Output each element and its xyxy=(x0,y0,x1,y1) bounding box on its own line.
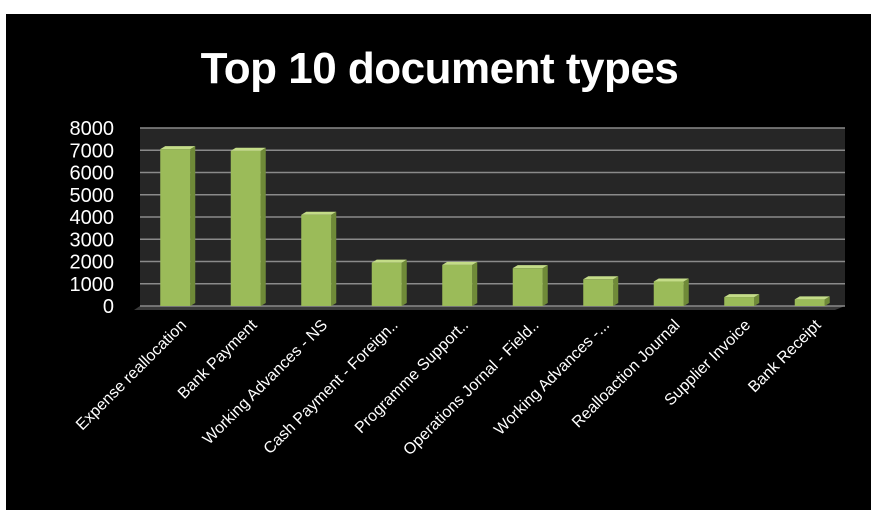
bar-top xyxy=(583,276,619,280)
y-tick-label: 1000 xyxy=(70,274,115,296)
bar-top xyxy=(230,147,266,151)
x-category-label: Programme Support.. xyxy=(352,317,472,437)
bar-top xyxy=(724,294,760,298)
bar xyxy=(301,214,332,306)
y-tick-label: 2000 xyxy=(70,252,115,274)
bar xyxy=(371,262,402,306)
bar-side xyxy=(754,294,760,306)
bar-side xyxy=(401,259,407,306)
bar-side xyxy=(824,296,830,306)
bar xyxy=(442,264,473,306)
x-category-label: Bank Receipt xyxy=(745,316,825,396)
bar-top xyxy=(512,265,548,269)
bar-top xyxy=(653,278,689,282)
bar-side xyxy=(260,147,266,306)
bar-side xyxy=(331,211,337,306)
y-tick-label: 6000 xyxy=(70,163,115,185)
x-category-label: Expense reallocation xyxy=(73,317,190,434)
bar-top xyxy=(442,261,478,265)
bar xyxy=(230,150,261,306)
x-category-label: Working Advances - NS xyxy=(200,317,331,448)
y-tick-label: 5000 xyxy=(70,185,115,207)
bar-top xyxy=(794,296,830,300)
bar xyxy=(724,297,755,306)
bar xyxy=(160,149,191,306)
y-tick-label: 0 xyxy=(103,296,114,318)
bar-top xyxy=(371,259,407,263)
plot-floor xyxy=(134,306,845,310)
bar-top xyxy=(160,146,196,150)
bar-side xyxy=(613,276,619,306)
x-category-label: Operations Jornal - Field.. xyxy=(400,317,542,459)
bar-top xyxy=(301,211,337,215)
bar xyxy=(583,279,614,306)
bar-side xyxy=(190,146,196,306)
bar-side xyxy=(542,265,548,306)
x-category-label: Working Advances -... xyxy=(491,317,613,439)
bar xyxy=(653,281,684,306)
chart-title: Top 10 document types xyxy=(200,44,679,93)
y-tick-label: 4000 xyxy=(70,207,115,229)
y-tick-label: 3000 xyxy=(70,229,115,251)
y-tick-label: 8000 xyxy=(70,118,115,140)
bar xyxy=(794,299,825,306)
bar xyxy=(512,268,543,306)
bar-side xyxy=(472,261,478,306)
y-tick-label: 7000 xyxy=(70,140,115,162)
bar-side xyxy=(683,278,689,306)
x-category-label: Cash Payment - Foreign.. xyxy=(261,317,402,458)
